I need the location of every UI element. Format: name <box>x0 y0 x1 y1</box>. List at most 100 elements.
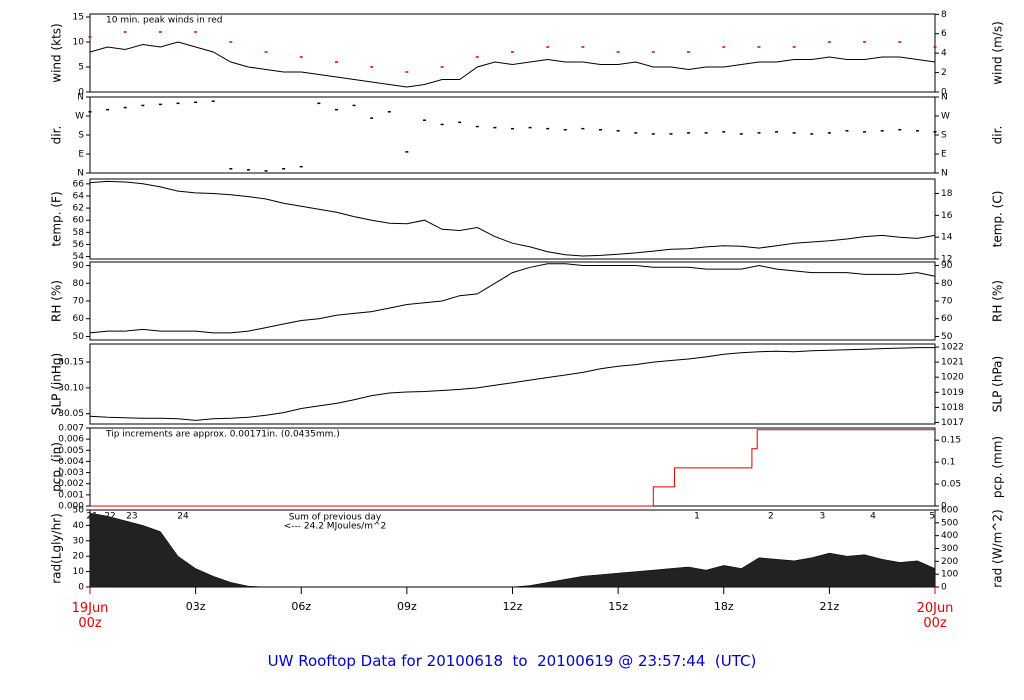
y2-tick-label: N <box>941 169 948 179</box>
panel-frame <box>89 261 936 341</box>
y-tick-label: 30.10 <box>58 383 84 393</box>
x-tick-label: 09z <box>396 600 417 613</box>
data-point <box>299 56 303 58</box>
data-point <box>405 151 409 153</box>
day-label: 24 <box>177 512 189 522</box>
data-point <box>827 41 831 43</box>
y-tick-label: 50 <box>73 506 85 516</box>
x-tick-label: 21z <box>819 600 840 613</box>
day-label: 2 <box>768 512 774 522</box>
panel-frame <box>89 13 936 93</box>
y-tick-label: 0.005 <box>58 446 84 456</box>
annotation: 10 min. peak winds in red <box>106 16 223 26</box>
y-tick-label: 30 <box>73 536 85 546</box>
data-point <box>898 41 902 43</box>
y-tick-label: 66 <box>73 179 85 189</box>
annotation: <--- 24.2 MJoules/m^2 <box>284 522 386 532</box>
data-point <box>440 66 444 68</box>
y2-axis-label: RH (%) <box>991 280 1005 322</box>
data-point <box>158 31 162 33</box>
data-area <box>89 512 936 588</box>
x-tick-label: 18z <box>713 600 734 613</box>
data-point <box>440 123 444 126</box>
panel-frame <box>89 96 936 174</box>
y-tick-label: E <box>78 150 84 160</box>
y2-tick-label: 400 <box>941 531 958 541</box>
y-tick-label: 54 <box>73 252 85 262</box>
x-tick-label: 19Jun 00z <box>71 601 109 631</box>
x-tick-label: 06z <box>291 600 312 613</box>
y2-tick-label: 4 <box>941 49 947 59</box>
data-point <box>722 46 726 48</box>
y2-tick-label: 1021 <box>941 358 964 368</box>
y-tick-label: 56 <box>73 240 85 250</box>
y-tick-label: 30.15 <box>58 358 84 368</box>
y2-tick-label: 100 <box>941 570 958 580</box>
y2-tick-label: 6 <box>941 29 947 39</box>
y2-tick-label: 1022 <box>941 343 964 353</box>
data-point <box>845 130 849 132</box>
y2-tick-label: 0 <box>941 502 947 512</box>
y-axis-label: rad(Lgly/hr) <box>50 513 64 584</box>
data-point <box>246 169 250 171</box>
y-axis-label: SLP (inHg) <box>50 353 64 415</box>
data-point <box>739 133 743 135</box>
day-label: 1 <box>694 512 700 522</box>
data-point <box>634 132 638 134</box>
y-tick-label: 0 <box>78 583 84 593</box>
y2-tick-label: 70 <box>941 297 953 307</box>
data-point <box>511 51 514 53</box>
data-point <box>158 103 162 106</box>
data-point <box>387 111 391 113</box>
data-point <box>687 51 691 53</box>
day-label: 23 <box>126 512 137 522</box>
y-tick-label: 0.000 <box>58 502 84 512</box>
data-point <box>299 165 303 168</box>
y2-axis-label: rad (W/m^2) <box>991 509 1005 587</box>
data-point <box>792 132 796 134</box>
data-point <box>933 46 937 48</box>
data-point <box>880 130 884 132</box>
y2-axis-label: SLP (hPa) <box>991 356 1005 412</box>
y-tick-label: 64 <box>73 191 85 201</box>
data-line <box>89 180 936 257</box>
data-point <box>493 126 497 129</box>
y2-tick-label: 50 <box>941 332 953 342</box>
data-point <box>669 133 673 135</box>
data-point <box>88 111 92 113</box>
panel-frame <box>89 178 936 260</box>
day-label: 4 <box>870 512 876 522</box>
x-tick-label: 20Jun 00z <box>916 601 954 631</box>
y2-tick-label: 300 <box>941 544 958 554</box>
y2-tick-label: 0.05 <box>941 480 961 490</box>
y-tick-label: 90 <box>73 261 85 271</box>
data-point <box>581 127 585 130</box>
data-point <box>106 108 110 111</box>
y-tick-label: 5 <box>78 63 84 73</box>
data-line <box>89 263 936 334</box>
data-point <box>334 108 338 111</box>
data-point <box>141 104 145 107</box>
y-tick-label: 0.001 <box>58 490 84 500</box>
y2-tick-label: E <box>941 150 947 160</box>
y-tick-label: N <box>77 93 84 103</box>
y2-tick-label: 0 <box>941 583 947 593</box>
y2-tick-label: 1017 <box>941 418 964 428</box>
data-point <box>194 31 198 33</box>
y-tick-label: 30.05 <box>58 409 84 419</box>
data-point <box>616 130 620 132</box>
data-point <box>616 51 620 53</box>
data-point <box>370 117 374 119</box>
y2-tick-label: 90 <box>941 261 953 271</box>
data-point <box>563 128 567 131</box>
data-point <box>651 51 655 53</box>
data-point <box>405 71 409 73</box>
data-point <box>317 102 321 105</box>
y2-tick-label: 80 <box>941 279 953 289</box>
data-point <box>810 133 814 135</box>
x-tick-label: 12z <box>502 600 523 613</box>
data-point <box>933 131 937 133</box>
y-tick-label: N <box>77 169 84 179</box>
x-tick-label: 15z <box>608 600 629 613</box>
y2-tick-label: S <box>941 131 947 141</box>
